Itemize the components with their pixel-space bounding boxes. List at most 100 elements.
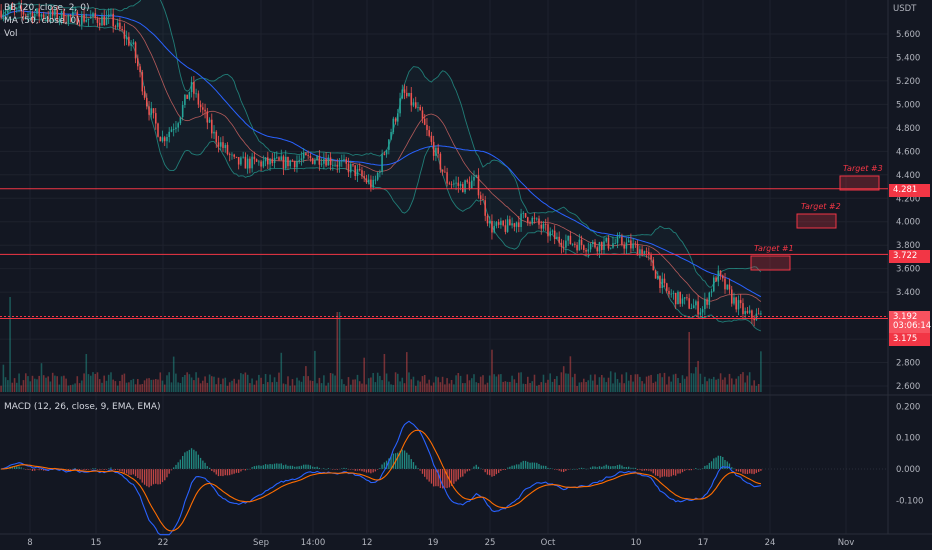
- legend-vol[interactable]: Vol: [4, 29, 18, 39]
- volume-bar: [273, 377, 276, 392]
- macd-hist-bar: [623, 467, 625, 469]
- volume-bar: [334, 375, 336, 392]
- candle: [148, 106, 150, 115]
- candle: [341, 160, 343, 162]
- macd-hist-bar: [22, 468, 25, 470]
- macd-hist-bar: [285, 464, 287, 469]
- volume-bar: [450, 380, 453, 392]
- volume-bar: [74, 383, 76, 392]
- candle: [98, 22, 101, 26]
- macd-hist-bar: [607, 465, 610, 469]
- macd-hist-bar: [370, 469, 372, 474]
- volume-bar: [202, 380, 204, 392]
- macd-hist-bar: [314, 467, 316, 469]
- volume-bar: [717, 378, 720, 392]
- candle: [468, 181, 471, 189]
- candle: [408, 93, 410, 97]
- volume-bar: [271, 382, 274, 392]
- candle: [569, 235, 572, 245]
- volume-bar: [166, 375, 168, 392]
- macd-hist-bar: [450, 469, 453, 486]
- macd-hist-bar: [679, 469, 681, 474]
- volume-bar: [184, 375, 186, 392]
- volume-bar: [379, 375, 381, 392]
- candle: [670, 293, 672, 295]
- candle: [83, 14, 85, 22]
- volume-bar: [688, 332, 690, 392]
- volume-bar: [134, 384, 137, 392]
- candle: [345, 159, 348, 164]
- candle: [220, 142, 222, 147]
- volume-bar: [502, 381, 504, 392]
- volume-bar: [437, 377, 439, 392]
- candle: [296, 161, 298, 168]
- macd-hist-bar: [204, 462, 206, 469]
- volume-bar: [332, 373, 334, 392]
- macd-hist-bar: [383, 462, 386, 469]
- volume-bar: [403, 383, 406, 392]
- candle: [495, 222, 498, 226]
- macd-hist-bar: [141, 469, 143, 483]
- volume-bar: [172, 356, 175, 392]
- macd-hist-bar: [166, 469, 168, 478]
- volume-bar: [159, 372, 162, 392]
- macd-hist-bar: [40, 469, 43, 471]
- volume-bar: [538, 384, 540, 392]
- level-3-badge: 4.281: [889, 184, 930, 197]
- macd-hist-bar: [184, 452, 186, 469]
- macd-hist-bar: [592, 466, 594, 469]
- legend-ma[interactable]: MA (50, close, 0): [4, 16, 80, 26]
- target-3-label: Target #3: [843, 164, 883, 173]
- candle: [724, 278, 726, 290]
- legend-bb[interactable]: BB (20, close, 2, 0): [4, 3, 90, 13]
- candle: [318, 156, 321, 165]
- volume-bar: [713, 376, 715, 392]
- candle: [592, 241, 594, 244]
- candle: [421, 110, 424, 119]
- volume-bar: [199, 383, 202, 392]
- macd-hist-bar: [16, 466, 18, 469]
- macd-hist-bar: [385, 460, 388, 469]
- candle: [347, 163, 350, 173]
- candle: [161, 137, 164, 142]
- volume-bar: [188, 374, 191, 392]
- price-tick-label: 4.400: [896, 171, 920, 181]
- macd-hist-bar: [251, 467, 253, 469]
- time-tick-label: 10: [631, 538, 642, 548]
- volume-bar: [666, 384, 668, 392]
- macd-hist-bar: [152, 469, 155, 485]
- legend-macd[interactable]: MACD (12, 26, close, 9, EMA, EMA): [4, 402, 161, 412]
- candle: [264, 157, 267, 162]
- macd-hist-bar: [182, 456, 184, 469]
- candle: [228, 154, 231, 155]
- volume-bar: [672, 374, 675, 392]
- candle: [332, 164, 334, 166]
- volume-bar: [116, 385, 119, 392]
- candle: [659, 275, 661, 288]
- volume-bar: [25, 373, 27, 392]
- candle: [72, 11, 74, 16]
- volume-bar: [101, 382, 103, 392]
- candle: [170, 129, 173, 132]
- candle: [85, 20, 88, 22]
- candle: [618, 236, 621, 238]
- candle: [116, 22, 119, 27]
- volume-bar: [258, 374, 260, 392]
- candle: [596, 247, 599, 252]
- candle: [244, 156, 247, 169]
- volume-bar: [325, 385, 327, 392]
- candle: [435, 147, 437, 156]
- bb-upper-line: [0, 0, 762, 288]
- macd-hist-bar: [616, 465, 619, 469]
- candle: [710, 291, 713, 293]
- macd-hist-bar: [484, 469, 486, 473]
- candle: [325, 159, 327, 166]
- volume-bar: [170, 382, 173, 392]
- macd-hist-bar: [533, 462, 536, 469]
- macd-hist-bar: [92, 468, 94, 469]
- macd-hist-bar: [368, 469, 370, 473]
- candle: [538, 218, 540, 225]
- volume-bar: [621, 374, 623, 392]
